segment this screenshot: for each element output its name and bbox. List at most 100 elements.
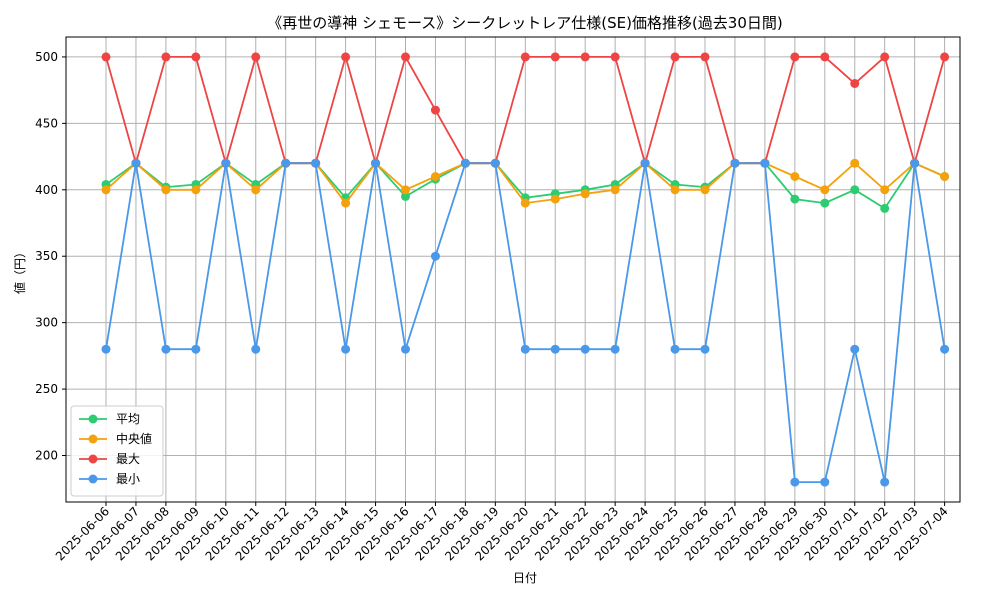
legend-box (70, 405, 164, 497)
x-axis-label: 日付 (513, 571, 537, 585)
data-point (580, 189, 590, 199)
y-tick-label: 400 (35, 183, 58, 197)
data-point (850, 79, 860, 88)
data-point (700, 185, 710, 195)
chart-title: 《再世の導神 シェモース》シークレットレア仕様(SE)価格推移(過去30日間) (267, 14, 783, 32)
data-point (940, 172, 950, 181)
data-point (251, 185, 261, 195)
data-point (131, 158, 141, 168)
legend-marker (88, 474, 98, 484)
data-point (670, 185, 680, 195)
data-point (161, 185, 171, 195)
data-point (460, 158, 470, 168)
data-point (880, 477, 890, 487)
legend-label: 最大 (116, 452, 140, 466)
data-point (910, 158, 920, 168)
data-point (101, 344, 111, 354)
data-point (880, 185, 890, 195)
data-point (610, 185, 620, 195)
data-point (341, 52, 351, 62)
data-point (191, 52, 201, 62)
legend-label: 最小 (116, 472, 140, 486)
data-point (580, 344, 590, 354)
data-point (520, 52, 530, 62)
legend-marker (88, 414, 98, 424)
y-axis-ticks: 200 250 300 350 400 450 500 (35, 50, 66, 463)
data-point (610, 52, 620, 62)
data-point (101, 52, 111, 62)
data-point (670, 52, 680, 62)
data-point (610, 344, 620, 354)
data-point (401, 185, 410, 195)
data-point (790, 52, 800, 62)
data-point (550, 52, 560, 62)
data-point (820, 52, 830, 62)
data-point (401, 52, 410, 62)
series-3 (101, 158, 950, 487)
data-point (550, 194, 560, 204)
data-point (251, 52, 261, 62)
data-point (430, 251, 440, 261)
data-point (371, 158, 381, 168)
data-point (760, 158, 770, 168)
y-tick-label: 300 (35, 316, 58, 330)
data-point (520, 344, 530, 354)
data-point (401, 344, 410, 354)
plot-frame (65, 36, 961, 503)
data-point (850, 185, 860, 195)
data-point (490, 158, 500, 168)
data-point (161, 52, 171, 62)
x-axis-ticks: 2025-06-062025-06-072025-06-082025-06-09… (53, 502, 951, 563)
data-point (341, 198, 351, 208)
data-point (820, 198, 830, 208)
data-point (101, 185, 111, 195)
data-point (311, 158, 321, 168)
data-point (640, 158, 650, 168)
y-tick-label: 500 (35, 50, 58, 64)
data-point (430, 105, 440, 115)
data-point (730, 158, 740, 168)
data-point (670, 344, 680, 354)
data-point (401, 191, 410, 201)
y-tick-label: 250 (35, 382, 58, 396)
y-axis-label: 値（円） (12, 246, 27, 294)
legend-label: 中央値 (116, 431, 152, 446)
data-point (820, 185, 830, 195)
data-point (221, 158, 231, 168)
data-point (191, 185, 201, 195)
legend-item: 平均 (79, 412, 140, 426)
y-tick-label: 200 (35, 449, 58, 463)
legend-item: 最小 (79, 472, 140, 486)
data-point (700, 52, 710, 62)
data-point (520, 198, 530, 208)
data-point (850, 158, 860, 168)
data-point (430, 172, 440, 181)
legend-marker (88, 434, 98, 444)
legend-label: 平均 (116, 412, 140, 426)
data-point (341, 344, 351, 354)
data-point (700, 344, 710, 354)
data-point (820, 477, 830, 487)
data-point (191, 344, 201, 354)
data-point (790, 194, 800, 204)
legend-marker (88, 454, 98, 464)
series-lines (101, 52, 950, 487)
y-tick-label: 450 (35, 116, 58, 130)
legend-item: 中央値 (79, 431, 152, 446)
data-point (940, 344, 950, 354)
data-point (281, 158, 291, 168)
data-point (161, 344, 171, 354)
data-point (850, 344, 860, 354)
data-point (880, 52, 890, 62)
data-point (940, 52, 950, 62)
data-point (580, 52, 590, 62)
legend-item: 最大 (79, 452, 140, 466)
data-point (790, 477, 800, 487)
y-tick-label: 350 (35, 249, 58, 263)
data-point (251, 344, 261, 354)
data-point (550, 344, 560, 354)
data-point (880, 203, 890, 213)
data-point (790, 172, 800, 181)
